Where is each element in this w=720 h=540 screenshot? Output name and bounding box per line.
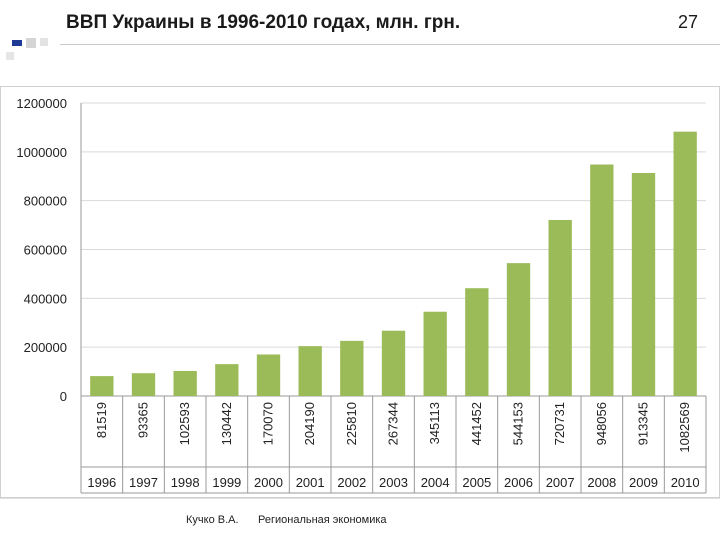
- x-tick-label-2008: 2008: [587, 475, 616, 490]
- data-label-2007: 720731: [552, 402, 567, 445]
- x-tick-label-2003: 2003: [379, 475, 408, 490]
- title-divider: [60, 44, 720, 45]
- x-tick-label-2000: 2000: [254, 475, 283, 490]
- slide-title: ВВП Украины в 1996-2010 годах, млн. грн.: [66, 12, 461, 33]
- x-tick-label-1998: 1998: [171, 475, 200, 490]
- data-label-2004: 345113: [427, 402, 442, 444]
- y-tick-label: 800000: [24, 194, 67, 209]
- footer-divider: [0, 498, 720, 499]
- bar-2004: [423, 311, 447, 396]
- bar-2008: [590, 164, 614, 396]
- data-label-2009: 913345: [636, 402, 651, 445]
- data-label-2006: 544153: [511, 402, 526, 445]
- y-tick-label: 200000: [24, 340, 67, 355]
- x-tick-label-1996: 1996: [87, 475, 116, 490]
- data-label-2005: 441452: [469, 402, 484, 445]
- decorative-square-gray: [40, 38, 48, 46]
- y-tick-label: 1000000: [16, 145, 67, 160]
- bar-2009: [631, 172, 656, 396]
- bar-1999: [215, 364, 239, 396]
- x-tick-label-2006: 2006: [504, 475, 533, 490]
- bar-1997: [131, 373, 156, 396]
- bar-1998: [173, 370, 197, 396]
- x-tick-label-2001: 2001: [296, 475, 325, 490]
- decorative-square-gray: [6, 52, 14, 60]
- data-label-2000: 170070: [261, 402, 276, 445]
- data-label-1999: 130442: [219, 402, 234, 445]
- x-tick-label-1997: 1997: [129, 475, 158, 490]
- bar-2006: [506, 263, 531, 396]
- data-label-2008: 948056: [594, 402, 609, 445]
- x-tick-label-2010: 2010: [671, 475, 700, 490]
- x-tick-label-2002: 2002: [337, 475, 366, 490]
- data-label-2001: 204190: [302, 402, 317, 445]
- data-label-2002: 225810: [344, 402, 359, 445]
- bar-2001: [298, 346, 322, 396]
- decorative-square-blue: [12, 40, 22, 46]
- data-label-2003: 267344: [386, 402, 401, 445]
- x-tick-label-2007: 2007: [546, 475, 575, 490]
- bar-2002: [340, 340, 364, 396]
- data-label-1997: 93365: [136, 402, 151, 438]
- data-label-1996: 81519: [94, 402, 109, 438]
- slide-number: 27: [678, 12, 699, 32]
- bar-2010: [673, 131, 697, 396]
- chart-frame: 1200000 1000000 800000 600000 400000 200000 0 8…: [0, 86, 720, 498]
- y-tick-label: 0: [60, 389, 67, 404]
- data-label-2010: 1082569: [677, 402, 692, 453]
- x-tick-label-1999: 1999: [212, 475, 241, 490]
- x-tick-label-2005: 2005: [462, 475, 491, 490]
- footer-course: Региональная экономика: [258, 514, 387, 526]
- x-tick-label-2009: 2009: [629, 475, 658, 490]
- x-tick-label-2004: 2004: [421, 475, 450, 490]
- data-label-1998: 102593: [177, 402, 192, 445]
- footer-author: Кучко В.А.: [186, 514, 239, 526]
- y-tick-label: 1200000: [16, 96, 67, 111]
- bar-2007: [548, 220, 572, 396]
- y-tick-label: 600000: [24, 243, 67, 258]
- y-tick-label: 400000: [24, 291, 67, 306]
- bar-2000: [256, 354, 281, 396]
- decorative-square-gray: [26, 38, 36, 48]
- bar-2005: [465, 288, 489, 396]
- gdp-bar-chart: 1200000 1000000 800000 600000 400000 200000 0 8…: [16, 96, 707, 494]
- bar-1996: [90, 376, 114, 396]
- bar-2003: [381, 330, 406, 396]
